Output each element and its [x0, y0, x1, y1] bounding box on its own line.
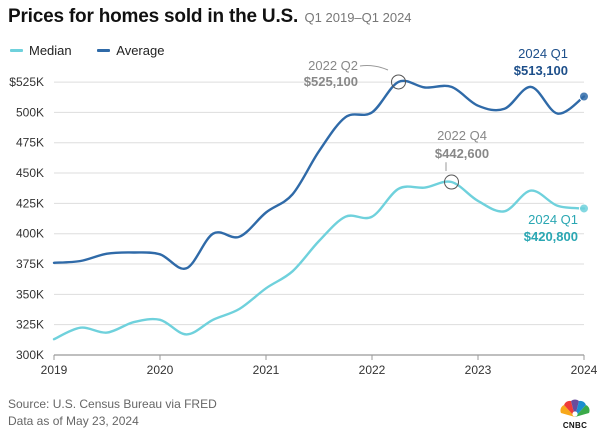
series-line-median — [52, 180, 586, 341]
annotation-value-median-peak: $442,600 — [435, 146, 489, 161]
cnbc-logo: CNBC — [558, 398, 592, 430]
date-note: Data as of May 23, 2024 — [8, 414, 139, 428]
legend-item-average: Average — [97, 43, 164, 58]
annotation-label-median-latest: 2024 Q1 — [528, 212, 578, 227]
x-tick-label: 2024 — [571, 363, 598, 377]
legend-label-median: Median — [29, 43, 72, 58]
annotation-marker-median-latest — [579, 203, 589, 214]
annotation-leader-avg-peak — [359, 65, 389, 71]
annotation-marker-median-peak — [444, 174, 459, 190]
y-tick-label: 375K — [16, 257, 44, 271]
annotation-value-median-latest: $420,800 — [524, 229, 578, 244]
annotation-label-median-peak: 2022 Q4 — [437, 128, 487, 143]
legend-swatch-median — [10, 49, 23, 52]
y-tick-label: 425K — [16, 196, 44, 210]
x-tick-label: 2021 — [253, 363, 280, 377]
y-tick-label: 325K — [16, 318, 44, 332]
annotation-value-avg-latest: $513,100 — [514, 63, 568, 78]
x-tick-label: 2022 — [359, 363, 386, 377]
legend-swatch-average — [97, 49, 111, 52]
y-tick-label: 475K — [16, 136, 44, 150]
legend-item-median: Median — [10, 43, 72, 58]
logo-text: CNBC — [562, 421, 588, 430]
x-tick-label: 2020 — [147, 363, 174, 377]
legend-label-average: Average — [116, 43, 165, 58]
y-tick-label: 350K — [16, 287, 44, 301]
peacock-icon — [560, 399, 590, 417]
annotation-value-avg-peak: $525,100 — [304, 74, 358, 89]
chart-header: Prices for homes sold in the U.S. Q1 201… — [8, 6, 412, 28]
y-tick-label: 400K — [16, 227, 44, 241]
x-tick-label: 2019 — [41, 363, 68, 377]
y-tick-label: 450K — [16, 166, 44, 180]
source-note: Source: U.S. Census Bureau via FRED — [8, 397, 217, 411]
y-tick-label: 300K — [16, 348, 44, 362]
chart-subtitle: Q1 2019–Q1 2024 — [304, 10, 412, 25]
annotation-marker-avg-latest — [579, 91, 589, 102]
chart-title: Prices for homes sold in the U.S. — [8, 6, 299, 27]
annotation-label-avg-peak: 2022 Q2 — [308, 58, 358, 73]
x-tick-label: 2023 — [465, 363, 492, 377]
chart-footer: Source: U.S. Census Bureau via FRED Data… — [8, 396, 217, 430]
annotation-label-avg-latest: 2024 Q1 — [518, 46, 568, 61]
chart-legend: Median Average — [10, 40, 186, 58]
y-tick-label: 500K — [16, 105, 44, 119]
annotation-marker-avg-peak — [391, 74, 406, 90]
y-tick-label: $525K — [9, 75, 44, 89]
